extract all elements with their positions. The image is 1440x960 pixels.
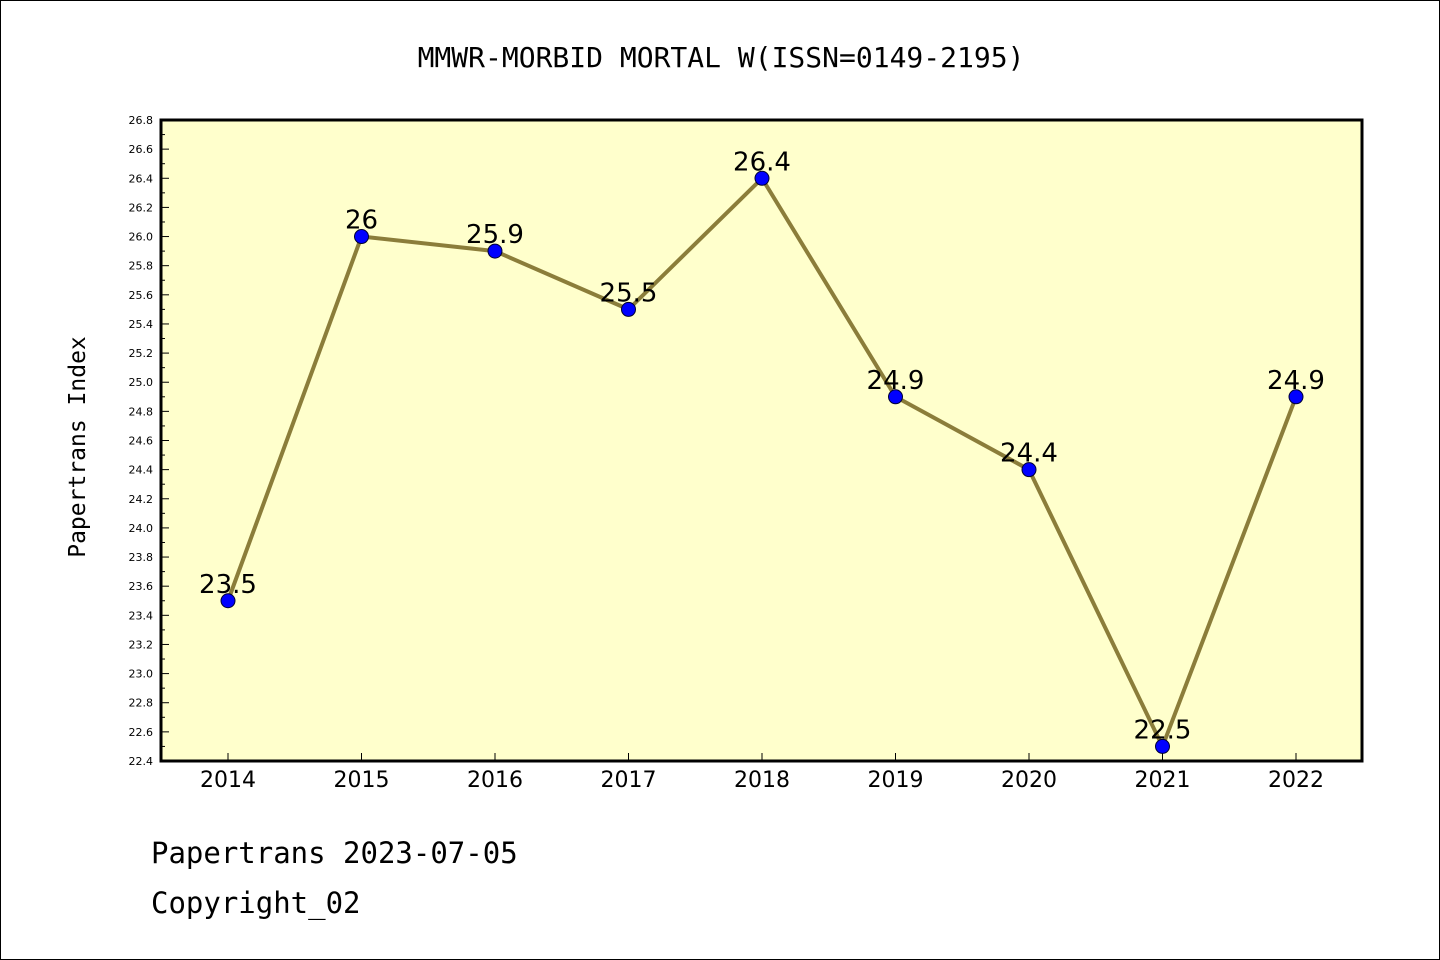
- y-tick-label: 22.8: [129, 697, 154, 710]
- x-tick-label: 2020: [1001, 768, 1057, 793]
- y-tick-label: 26.0: [129, 231, 154, 244]
- y-tick-label: 22.6: [129, 726, 154, 739]
- x-tick-label: 2021: [1135, 768, 1191, 793]
- y-tick-label: 24.4: [129, 464, 154, 477]
- data-point: [1288, 389, 1304, 405]
- y-axis-ticks: 22.4 22.6 22.8 23.0 23.2 23.4 23.6 23.8 24.0 24.2…: [129, 114, 169, 768]
- data-point: [487, 243, 503, 259]
- x-axis-ticks: 2014 2015 2016 2017 2018 2019 2020 2021 2022: [200, 753, 1324, 793]
- y-tick-label: 26.6: [129, 143, 154, 156]
- y-tick-label: 24.6: [129, 435, 154, 448]
- y-tick-label: 24.8: [129, 405, 154, 418]
- y-tick-label: 22.4: [129, 755, 154, 768]
- data-label: 24.9: [867, 366, 925, 396]
- x-tick-label: 2015: [334, 768, 390, 793]
- footer-copyright: Copyright_02: [151, 886, 361, 920]
- y-tick-label: 24.0: [129, 522, 154, 535]
- y-axis-label: Papertrans Index: [65, 336, 91, 558]
- chart-title: MMWR-MORBID MORTAL W(ISSN=0149-2195): [418, 41, 1025, 74]
- data-point: [1155, 738, 1170, 754]
- data-label: 25.5: [600, 278, 658, 308]
- x-tick-label: 2018: [734, 768, 790, 793]
- data-point: [220, 593, 236, 609]
- y-tick-label: 26.2: [129, 201, 154, 214]
- y-tick-label: 25.0: [129, 376, 154, 389]
- data-label: 25.9: [466, 220, 524, 250]
- data-label: 26: [345, 206, 378, 236]
- y-tick-label: 25.6: [129, 289, 154, 302]
- data-labels: 23.5 26 25.9 25.5 26.4 24.9 24.4 22.5 24.9: [199, 147, 1325, 745]
- x-tick-label: 2019: [868, 768, 924, 793]
- y-tick-label: 25.4: [129, 318, 154, 331]
- plot-area: [159, 118, 1364, 763]
- footer-date: Papertrans 2023-07-05: [151, 836, 518, 870]
- x-tick-label: 2014: [200, 768, 256, 793]
- data-point: [354, 229, 369, 245]
- y-tick-label: 23.2: [129, 638, 154, 651]
- y-tick-label: 26.4: [129, 172, 154, 185]
- data-point: [1021, 462, 1037, 478]
- y-tick-label: 23.6: [129, 580, 154, 593]
- y-tick-label: 26.8: [129, 114, 154, 127]
- data-point: [621, 301, 636, 317]
- y-tick-label: 23.0: [129, 668, 154, 681]
- data-point: [754, 170, 770, 186]
- y-tick-label: 23.4: [129, 609, 154, 622]
- data-label: 22.5: [1134, 715, 1192, 745]
- x-tick-label: 2016: [467, 768, 523, 793]
- y-tick-label: 24.2: [129, 493, 154, 506]
- data-label: 24.9: [1267, 366, 1325, 396]
- x-tick-label: 2022: [1268, 768, 1324, 793]
- data-label: 24.4: [1000, 439, 1058, 469]
- data-markers: [220, 170, 1304, 754]
- data-label: 26.4: [733, 147, 791, 177]
- y-tick-label: 23.8: [129, 551, 154, 564]
- y-tick-label: 25.2: [129, 347, 154, 360]
- data-point: [888, 389, 903, 405]
- x-tick-label: 2017: [601, 768, 657, 793]
- data-label: 23.5: [199, 570, 257, 600]
- y-tick-label: 25.8: [129, 260, 154, 273]
